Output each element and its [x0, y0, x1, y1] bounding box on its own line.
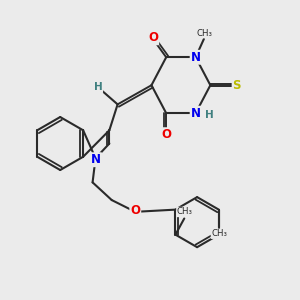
- Text: N: N: [91, 153, 101, 166]
- Text: CH₃: CH₃: [177, 208, 193, 217]
- Text: H: H: [206, 110, 214, 120]
- Text: CH₃: CH₃: [196, 28, 212, 38]
- Text: O: O: [161, 128, 171, 141]
- Text: O: O: [130, 204, 140, 217]
- Text: H: H: [94, 82, 102, 92]
- Text: S: S: [232, 79, 241, 92]
- Text: N: N: [190, 107, 201, 120]
- Text: N: N: [190, 51, 201, 64]
- Text: CH₃: CH₃: [212, 229, 227, 238]
- Text: O: O: [148, 31, 158, 44]
